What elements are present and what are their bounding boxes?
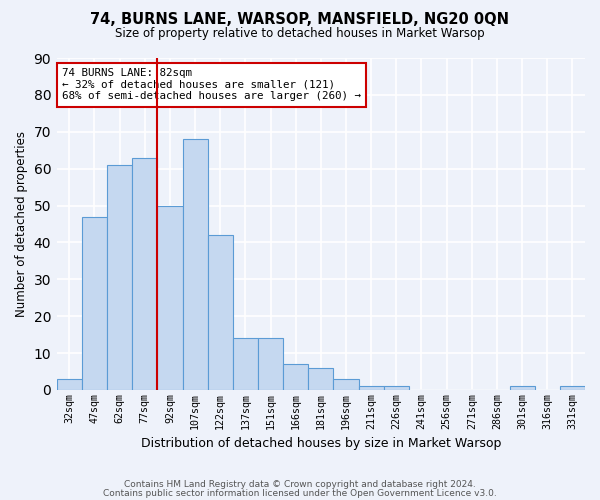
Text: Contains HM Land Registry data © Crown copyright and database right 2024.: Contains HM Land Registry data © Crown c… <box>124 480 476 489</box>
Bar <box>509 386 535 390</box>
Text: 74, BURNS LANE, WARSOP, MANSFIELD, NG20 0QN: 74, BURNS LANE, WARSOP, MANSFIELD, NG20 … <box>91 12 509 28</box>
Bar <box>384 386 409 390</box>
X-axis label: Distribution of detached houses by size in Market Warsop: Distribution of detached houses by size … <box>140 437 501 450</box>
Bar <box>208 235 233 390</box>
Text: Contains public sector information licensed under the Open Government Licence v3: Contains public sector information licen… <box>103 488 497 498</box>
Bar <box>132 158 157 390</box>
Bar <box>157 206 182 390</box>
Bar <box>82 216 107 390</box>
Bar <box>283 364 308 390</box>
Bar <box>359 386 384 390</box>
Y-axis label: Number of detached properties: Number of detached properties <box>15 131 28 317</box>
Bar <box>560 386 585 390</box>
Text: 74 BURNS LANE: 82sqm
← 32% of detached houses are smaller (121)
68% of semi-deta: 74 BURNS LANE: 82sqm ← 32% of detached h… <box>62 68 361 101</box>
Text: Size of property relative to detached houses in Market Warsop: Size of property relative to detached ho… <box>115 28 485 40</box>
Bar <box>182 139 208 390</box>
Bar <box>308 368 334 390</box>
Bar <box>233 338 258 390</box>
Bar <box>107 165 132 390</box>
Bar <box>57 379 82 390</box>
Bar <box>334 379 359 390</box>
Bar <box>258 338 283 390</box>
